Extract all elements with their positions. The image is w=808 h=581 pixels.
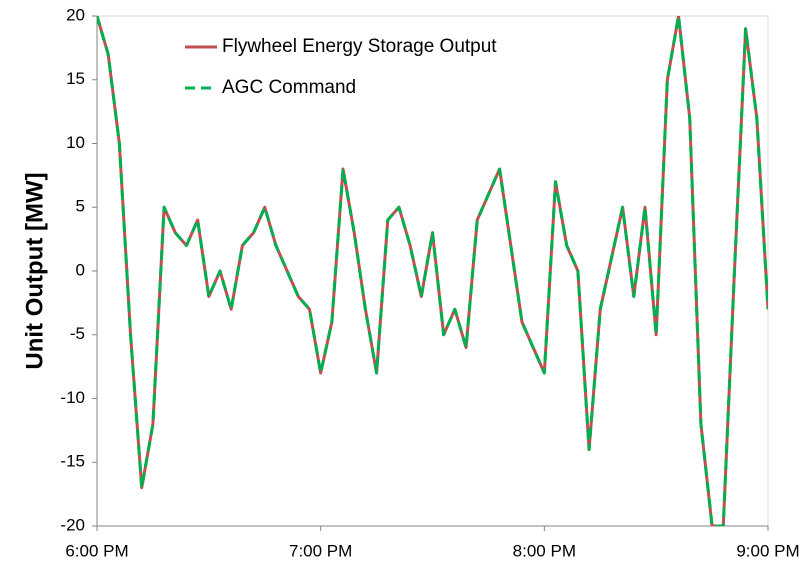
plot-area: [97, 16, 768, 526]
y-tick-label: -10: [60, 388, 85, 407]
legend-label: Flywheel Energy Storage Output: [222, 36, 497, 57]
y-tick-label: 15: [66, 69, 85, 88]
y-axis-label: Unit Output [MW]: [21, 172, 48, 369]
y-tick-label: 10: [66, 133, 85, 152]
y-tick-label: -20: [60, 515, 85, 534]
y-tick-label: -5: [70, 324, 85, 343]
x-tick-label: 9:00 PM: [736, 541, 799, 560]
x-tick-label: 8:00 PM: [513, 541, 576, 560]
x-tick-label: 7:00 PM: [289, 541, 352, 560]
line-series: [97, 16, 768, 526]
y-tick-label: 0: [76, 260, 85, 279]
x-tick-label: 6:00 PM: [65, 541, 128, 560]
y-tick-label: -15: [60, 452, 85, 471]
y-tick-label: 20: [66, 5, 85, 24]
legend-label: AGC Command: [222, 77, 356, 98]
y-tick-label: 5: [76, 197, 85, 216]
line-series: [97, 16, 768, 526]
